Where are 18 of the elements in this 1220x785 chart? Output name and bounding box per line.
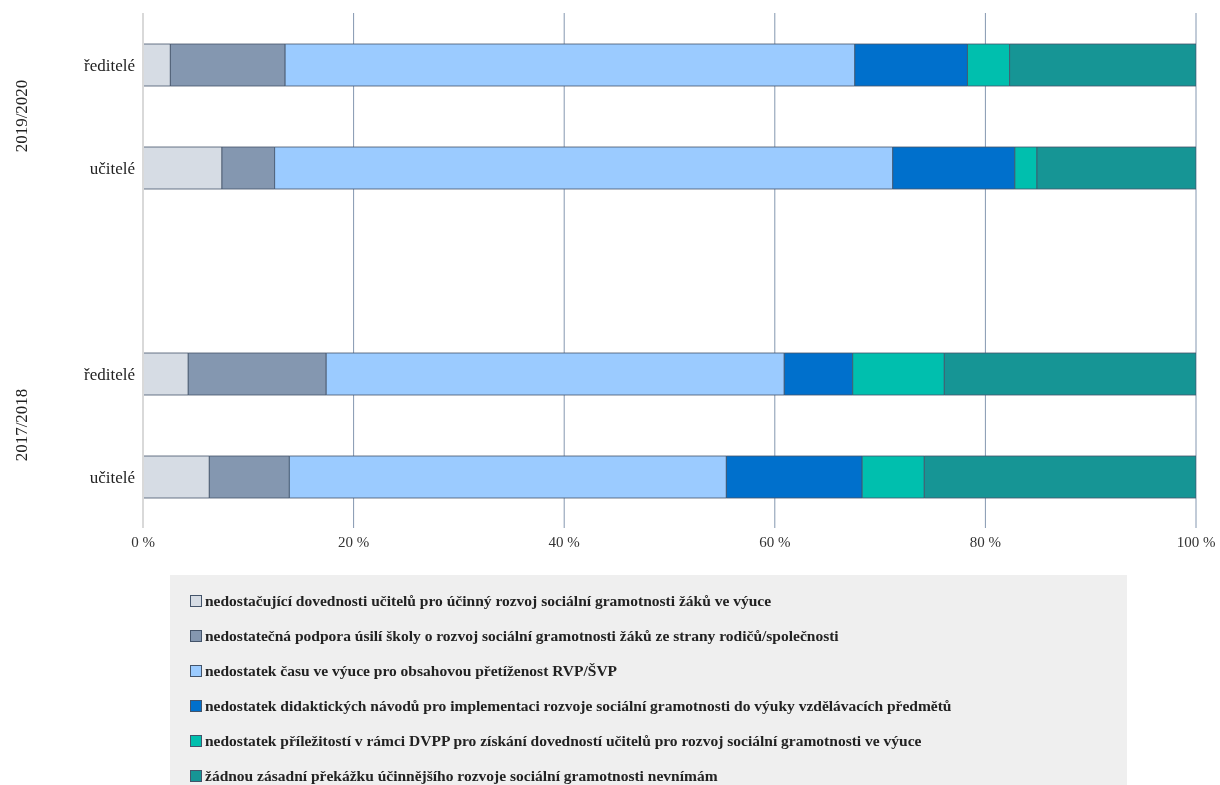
text: 2017/2018 [12,388,32,462]
x-tick-label: 80 % [969,533,1002,550]
legend-label: nedostatek času ve výuce pro obsahovou přetíženost RVP/ŠVP [205,661,618,680]
y-tick-label: ředitelé [84,55,135,75]
x-tick-label: 0 % [131,533,155,550]
text: 2019/2020 [12,79,32,153]
x-tick-label: 20 % [337,533,370,550]
y-tick-label: ředitelé [84,364,135,384]
legend-label: nedostatek příležitostí v rámci DVPP pro získání dovedností učitelů pro rozvoj sociální gramotnosti ve výuce [205,731,922,750]
y-tick-label: učitelé [89,467,135,487]
x-tick-label: 60 % [759,533,791,550]
y-tick-label: učitelé [89,158,135,178]
x-tick-label: 40 % [548,533,580,550]
legend-label: žádnou zásadní překážku účinnějšího rozvoje sociální gramotnosti nevnímám [205,766,718,785]
x-tick-label: 100 % [1176,533,1216,550]
legend-label: nedostatek didaktických návodů pro implementaci rozvoje sociální gramotnosti do výuky vzdělávacích předmětů [205,696,952,715]
legend-label: nedostačující dovednosti učitelů pro účinný rozvoj sociální gramotnosti žáků ve výuce [205,591,772,610]
legend-label: nedostatečná podpora úsilí školy o rozvoj sociální gramotnosti žáků ze strany rodičů/společnosti [205,626,839,645]
